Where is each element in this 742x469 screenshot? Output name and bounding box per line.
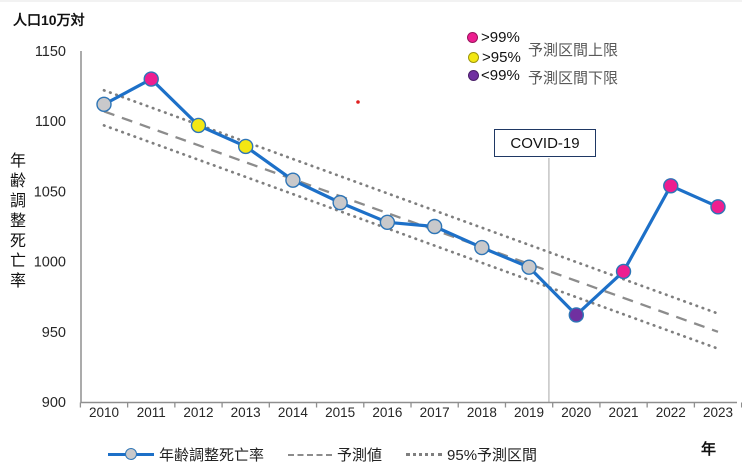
series-legend: 年齢調整死亡率 予測値 95%予測区間 (108, 444, 537, 465)
x-tick-label-2017: 2017 (420, 405, 450, 420)
x-tick-label-2012: 2012 (183, 405, 213, 420)
y-tick-label-950: 950 (42, 325, 66, 341)
upper-bound-legend-label: 予測区間上限 (528, 42, 619, 59)
x-axis-title: 年 (701, 441, 717, 458)
gt99-marker-dot-icon (467, 32, 478, 43)
data-point-2022 (663, 178, 679, 194)
y-tick-label-900: 900 (42, 395, 66, 411)
lt99-legend-label: <99% (481, 67, 520, 84)
data-point-2015 (332, 194, 348, 211)
data-point-2020 (568, 307, 584, 323)
prediction-lower-bound-line (102, 124, 720, 350)
x-tick-label-2016: 2016 (372, 405, 402, 420)
prediction-line (103, 110, 719, 333)
gt95-legend-label: >95% (482, 49, 521, 66)
x-tick-label-2019: 2019 (514, 405, 544, 420)
lt99-marker-dot-icon (468, 70, 479, 81)
data-point-2010 (96, 96, 112, 113)
covid19-annotation-box: COVID-19 (494, 129, 596, 157)
y-tick-label-1050: 1050 (34, 184, 66, 200)
mortality-series-line (103, 77, 719, 317)
x-tick-label-2023: 2023 (703, 405, 733, 420)
legend-item-interval: 95%予測区間 (406, 444, 537, 465)
x-tick-label-2011: 2011 (137, 405, 166, 420)
data-point-2023 (710, 199, 726, 215)
x-tick-label-2021: 2021 (609, 405, 639, 420)
x-tick-label-2010: 2010 (89, 405, 119, 420)
legend-item-mortality: 年齢調整死亡率 (108, 444, 264, 465)
stray-red-dot (356, 100, 360, 104)
data-point-2019 (521, 259, 537, 275)
prediction-upper-bound-line (102, 88, 720, 315)
x-tick-label-2022: 2022 (656, 405, 686, 420)
x-tick-label-2020: 2020 (561, 405, 591, 420)
y-tick-label-1150: 1150 (35, 44, 66, 60)
x-tick-label-2015: 2015 (325, 405, 355, 420)
x-tick-label-2018: 2018 (467, 405, 497, 420)
legend-interval-label: 95%予測区間 (447, 447, 538, 464)
data-point-2017 (426, 218, 443, 235)
legend-item-predicted: 予測値 (288, 444, 382, 465)
y-tick-label-1100: 1100 (35, 114, 66, 130)
data-point-2014 (285, 172, 301, 188)
data-point-2013 (237, 138, 254, 155)
lower-bound-legend-label: 予測区間下限 (528, 70, 619, 87)
legend-mortality-label: 年齢調整死亡率 (159, 447, 265, 464)
gt99-legend-label: >99% (481, 29, 520, 46)
dashed-line-sample-icon (288, 453, 333, 456)
legend-predicted-label: 予測値 (337, 447, 383, 464)
data-point-2021 (615, 263, 632, 280)
dotted-line-sample-icon (406, 453, 443, 456)
gt95-marker-dot-icon (468, 52, 479, 63)
x-tick-label-2013: 2013 (231, 405, 261, 420)
y-tick-label-1000: 1000 (34, 255, 66, 271)
data-point-2016 (379, 214, 396, 230)
y-axis-title: 年齢調整死亡率 (7, 152, 24, 292)
covid19-annotation-label: COVID-19 (510, 134, 580, 152)
blue-line-marker-sample-icon (108, 448, 154, 461)
data-point-2011 (143, 71, 159, 87)
x-tick-label-2014: 2014 (278, 405, 309, 420)
y-axis-unit-label: 人口10万対 (13, 12, 85, 28)
data-point-2012 (190, 117, 207, 134)
data-point-2018 (474, 239, 490, 256)
